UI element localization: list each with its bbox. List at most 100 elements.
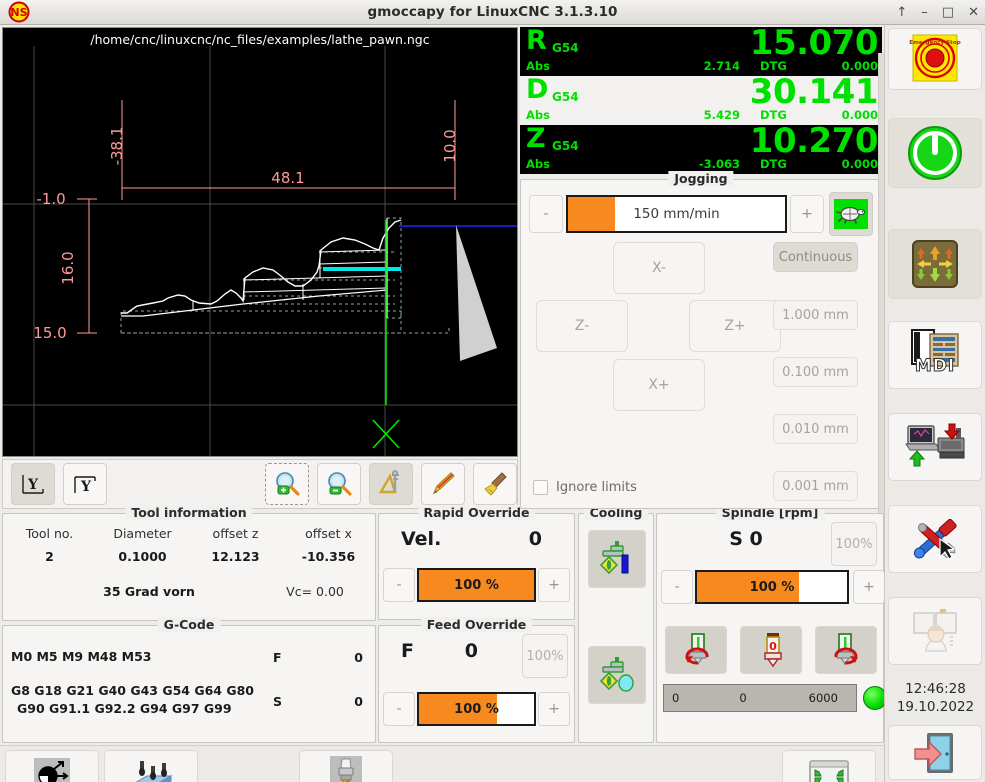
jogging-title: Jogging [668, 171, 734, 186]
zoom-out-button[interactable] [317, 463, 361, 505]
svg-text:10.0: 10.0 [441, 129, 459, 162]
mdi-icon [911, 329, 959, 367]
dro-sub-r: Abs 2.714 DTG 0.000 [520, 59, 882, 73]
feed-override-title: Feed Override [420, 617, 533, 632]
turtle-icon [834, 199, 868, 229]
jog-continuous-button[interactable]: Continuous [773, 242, 858, 272]
feed-override-plus-button[interactable]: + [538, 692, 570, 726]
jog-increment-0.01mm-button[interactable]: 0.010 mm [773, 414, 858, 444]
main-body: /home/cnc/linuxcnc/nc_files/examples/lat… [0, 23, 985, 782]
dro-sub-d: Abs 5.429 DTG 0.000 [520, 108, 882, 122]
spindle-slider-row: - 100 % + [661, 570, 885, 604]
spindle-override-slider[interactable]: 100 % [695, 570, 849, 604]
rapid-override-value: 0 [528, 528, 542, 550]
flood-coolant-button[interactable] [588, 530, 646, 588]
left-column: /home/cnc/linuxcnc/nc_files/examples/lat… [0, 23, 887, 782]
dro-dtg-label-r: DTG [760, 59, 787, 73]
svg-text:Y: Y [27, 477, 39, 493]
tool-header-offset-z: offset z [212, 526, 259, 541]
mdi-mode-button[interactable]: MDI [888, 321, 982, 389]
jog-rate-toggle-button[interactable] [829, 192, 873, 236]
clear-plot-button[interactable] [473, 463, 517, 505]
exit-button[interactable] [888, 725, 982, 780]
rapid-override-minus-button[interactable]: - [383, 568, 415, 602]
svg-text:-38.1: -38.1 [108, 127, 126, 166]
dro-row-d[interactable]: D G54 30.141 Abs 5.429 DTG 0.000 [520, 72, 882, 125]
dro-dtg-value-d: 0.000 [841, 108, 878, 122]
shade-icon[interactable]: ↑ [896, 5, 908, 20]
jog-velocity-slider[interactable]: 150 mm/min [566, 195, 787, 233]
rapid-override-slider[interactable]: 100 % [417, 568, 536, 602]
window-title: gmoccapy for LinuxCNC 3.1.3.10 [367, 4, 618, 20]
view-y2-button[interactable]: Y [63, 463, 107, 505]
jog-velocity-row: - 150 mm/min + [529, 192, 873, 236]
estop-button[interactable]: Emergency Stop [888, 28, 982, 90]
gcode-line-g1: G8 G18 G21 G40 G43 G54 G64 G80 [11, 683, 255, 699]
view-y-button[interactable]: Y [11, 463, 55, 505]
tool-change-button[interactable] [299, 749, 393, 782]
gcode-feed-label: F [273, 650, 282, 665]
jog-z-minus-button[interactable]: Z- [536, 300, 628, 352]
user-tabs-button[interactable] [888, 597, 982, 665]
dro-value-r: 15.070 [749, 23, 879, 63]
rapid-override-header: Vel. 0 [379, 528, 574, 550]
edit-gcode-button[interactable] [421, 463, 465, 505]
machine-on-button[interactable] [888, 118, 982, 188]
jog-x-minus-button[interactable]: X- [613, 242, 705, 294]
spindle-stop-button[interactable]: 0 [740, 626, 802, 674]
spindle-plus-button[interactable]: + [853, 570, 885, 604]
fullscreen-icon [809, 759, 849, 782]
tool-table-button[interactable] [104, 749, 198, 782]
spindle-cw-button[interactable] [815, 626, 877, 674]
gcode-feed-speed: F 0 S 0 [269, 642, 369, 738]
ignore-limits-checkbox[interactable]: Ignore limits [533, 480, 637, 495]
dro-row-r[interactable]: R G54 15.070 Abs 2.714 DTG 0.000 [520, 23, 882, 76]
close-icon[interactable]: ✕ [968, 5, 979, 20]
spindle-minus-button[interactable]: - [661, 570, 693, 604]
clock-time: 12:46:28 [905, 681, 966, 697]
maximize-icon[interactable]: □ [941, 5, 955, 20]
bottom-toolbar [0, 745, 884, 782]
spindle-ccw-button[interactable] [665, 626, 727, 674]
dro-panel: R G54 15.070 Abs 2.714 DTG 0.000 D G54 3… [520, 23, 882, 175]
feed-override-reset-button[interactable]: 100% [522, 634, 568, 678]
tool-description: 35 Grad vorn [103, 584, 195, 599]
spindle-speed-bar[interactable]: 0 0 6000 [663, 684, 857, 712]
settings-button[interactable] [888, 505, 982, 573]
jog-z-plus-button[interactable]: Z+ [689, 300, 781, 352]
dro-row-z[interactable]: Z G54 10.270 Abs -3.063 DTG 0.000 [520, 121, 882, 174]
dro-value-z: 10.270 [749, 121, 879, 161]
spindle-cw-icon [834, 633, 858, 665]
spindle-reset-button[interactable]: 100% [831, 522, 877, 566]
spindle-status-led [863, 686, 887, 710]
spindle-bar-max: 6000 [808, 691, 838, 705]
spindle-stop-icon: 0 [764, 633, 782, 668]
feed-override-minus-button[interactable]: - [383, 692, 415, 726]
vertical-scrollbar[interactable] [878, 53, 884, 513]
mist-coolant-button[interactable] [588, 646, 646, 704]
jog-increment-0.1mm-button[interactable]: 0.100 mm [773, 357, 858, 387]
fullscreen-button[interactable] [782, 749, 876, 782]
tool-description-row: 35 Grad vorn Vc= 0.00 [3, 584, 375, 599]
auto-mode-button[interactable] [888, 413, 982, 481]
feed-override-slider[interactable]: 100 % [417, 692, 536, 726]
show-dimensions-button[interactable] [369, 463, 413, 505]
gcode-preview[interactable]: /home/cnc/linuxcnc/nc_files/examples/lat… [2, 27, 518, 457]
svg-text:16.0: 16.0 [59, 251, 77, 284]
dro-axis-label-z: Z [526, 123, 546, 154]
tool-value-diameter: 0.1000 [118, 549, 167, 564]
minimize-icon[interactable]: – [921, 5, 928, 20]
jog-velocity-plus-button[interactable]: + [790, 195, 824, 233]
cooling-panel: Cooling [578, 505, 654, 743]
rapid-override-plus-button[interactable]: + [538, 568, 570, 602]
zoom-in-button[interactable] [265, 463, 309, 505]
dro-abs-label-z: Abs [526, 157, 550, 171]
jog-increment-1mm-button[interactable]: 1.000 mm [773, 300, 858, 330]
jog-velocity-minus-button[interactable]: - [529, 195, 563, 233]
jog-increment-0.001mm-button[interactable]: 0.001 mm [773, 471, 858, 501]
svg-text:Emergency Stop: Emergency Stop [909, 40, 960, 46]
manual-mode-button[interactable] [888, 229, 982, 299]
jog-x-plus-button[interactable]: X+ [613, 359, 705, 411]
touch-off-button[interactable] [5, 749, 99, 782]
